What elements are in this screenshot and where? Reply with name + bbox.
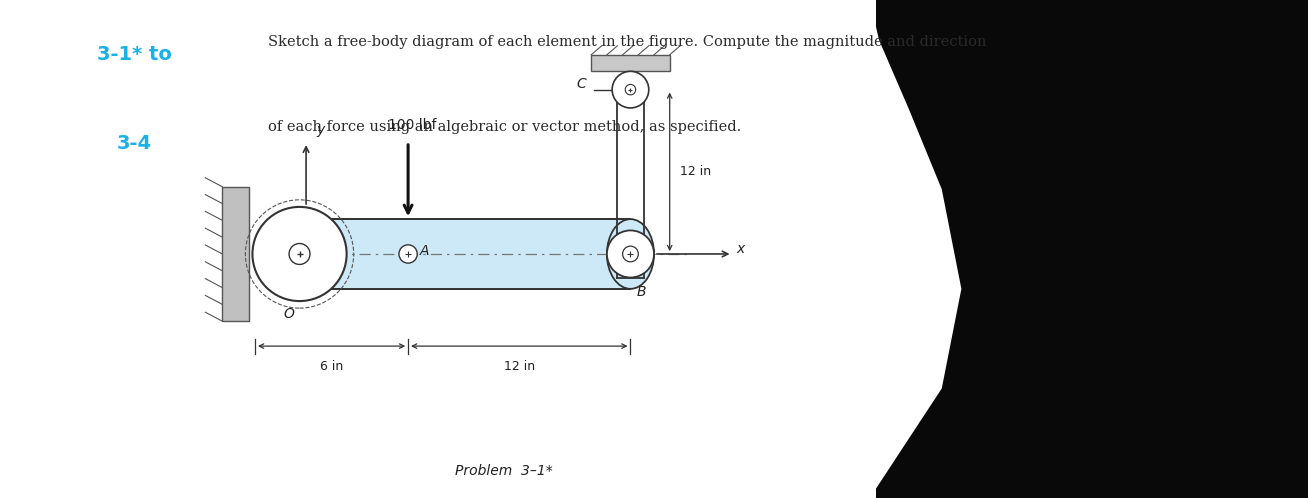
Text: y: y xyxy=(317,123,324,137)
Polygon shape xyxy=(870,0,1308,498)
Ellipse shape xyxy=(399,245,417,263)
Ellipse shape xyxy=(252,207,347,301)
Text: O: O xyxy=(284,307,294,321)
Ellipse shape xyxy=(612,71,649,108)
Bar xyxy=(591,55,670,71)
Bar xyxy=(222,187,249,321)
Ellipse shape xyxy=(271,219,328,289)
Bar xyxy=(300,219,630,289)
Ellipse shape xyxy=(625,84,636,95)
Text: 3-4: 3-4 xyxy=(118,134,152,153)
Text: Sketch a free-body diagram of each element in the figure. Compute the magnitude : Sketch a free-body diagram of each eleme… xyxy=(268,35,986,49)
Text: 100 lbf: 100 lbf xyxy=(388,118,437,132)
Text: 3-1* to: 3-1* to xyxy=(97,45,173,64)
Text: 6 in: 6 in xyxy=(320,360,343,373)
Text: C: C xyxy=(577,77,586,91)
Text: x: x xyxy=(736,242,744,256)
Ellipse shape xyxy=(607,219,654,289)
FancyBboxPatch shape xyxy=(13,10,1282,488)
Text: of each force using an algebraic or vector method, as specified.: of each force using an algebraic or vect… xyxy=(268,120,742,133)
Text: A: A xyxy=(420,245,429,258)
Bar xyxy=(0,0,876,498)
Text: Problem  3–1*: Problem 3–1* xyxy=(455,464,552,478)
Text: 12 in: 12 in xyxy=(680,165,712,178)
Text: 12 in: 12 in xyxy=(504,360,535,373)
Ellipse shape xyxy=(623,246,638,262)
Ellipse shape xyxy=(289,244,310,264)
Text: B: B xyxy=(637,285,646,299)
Ellipse shape xyxy=(607,231,654,277)
